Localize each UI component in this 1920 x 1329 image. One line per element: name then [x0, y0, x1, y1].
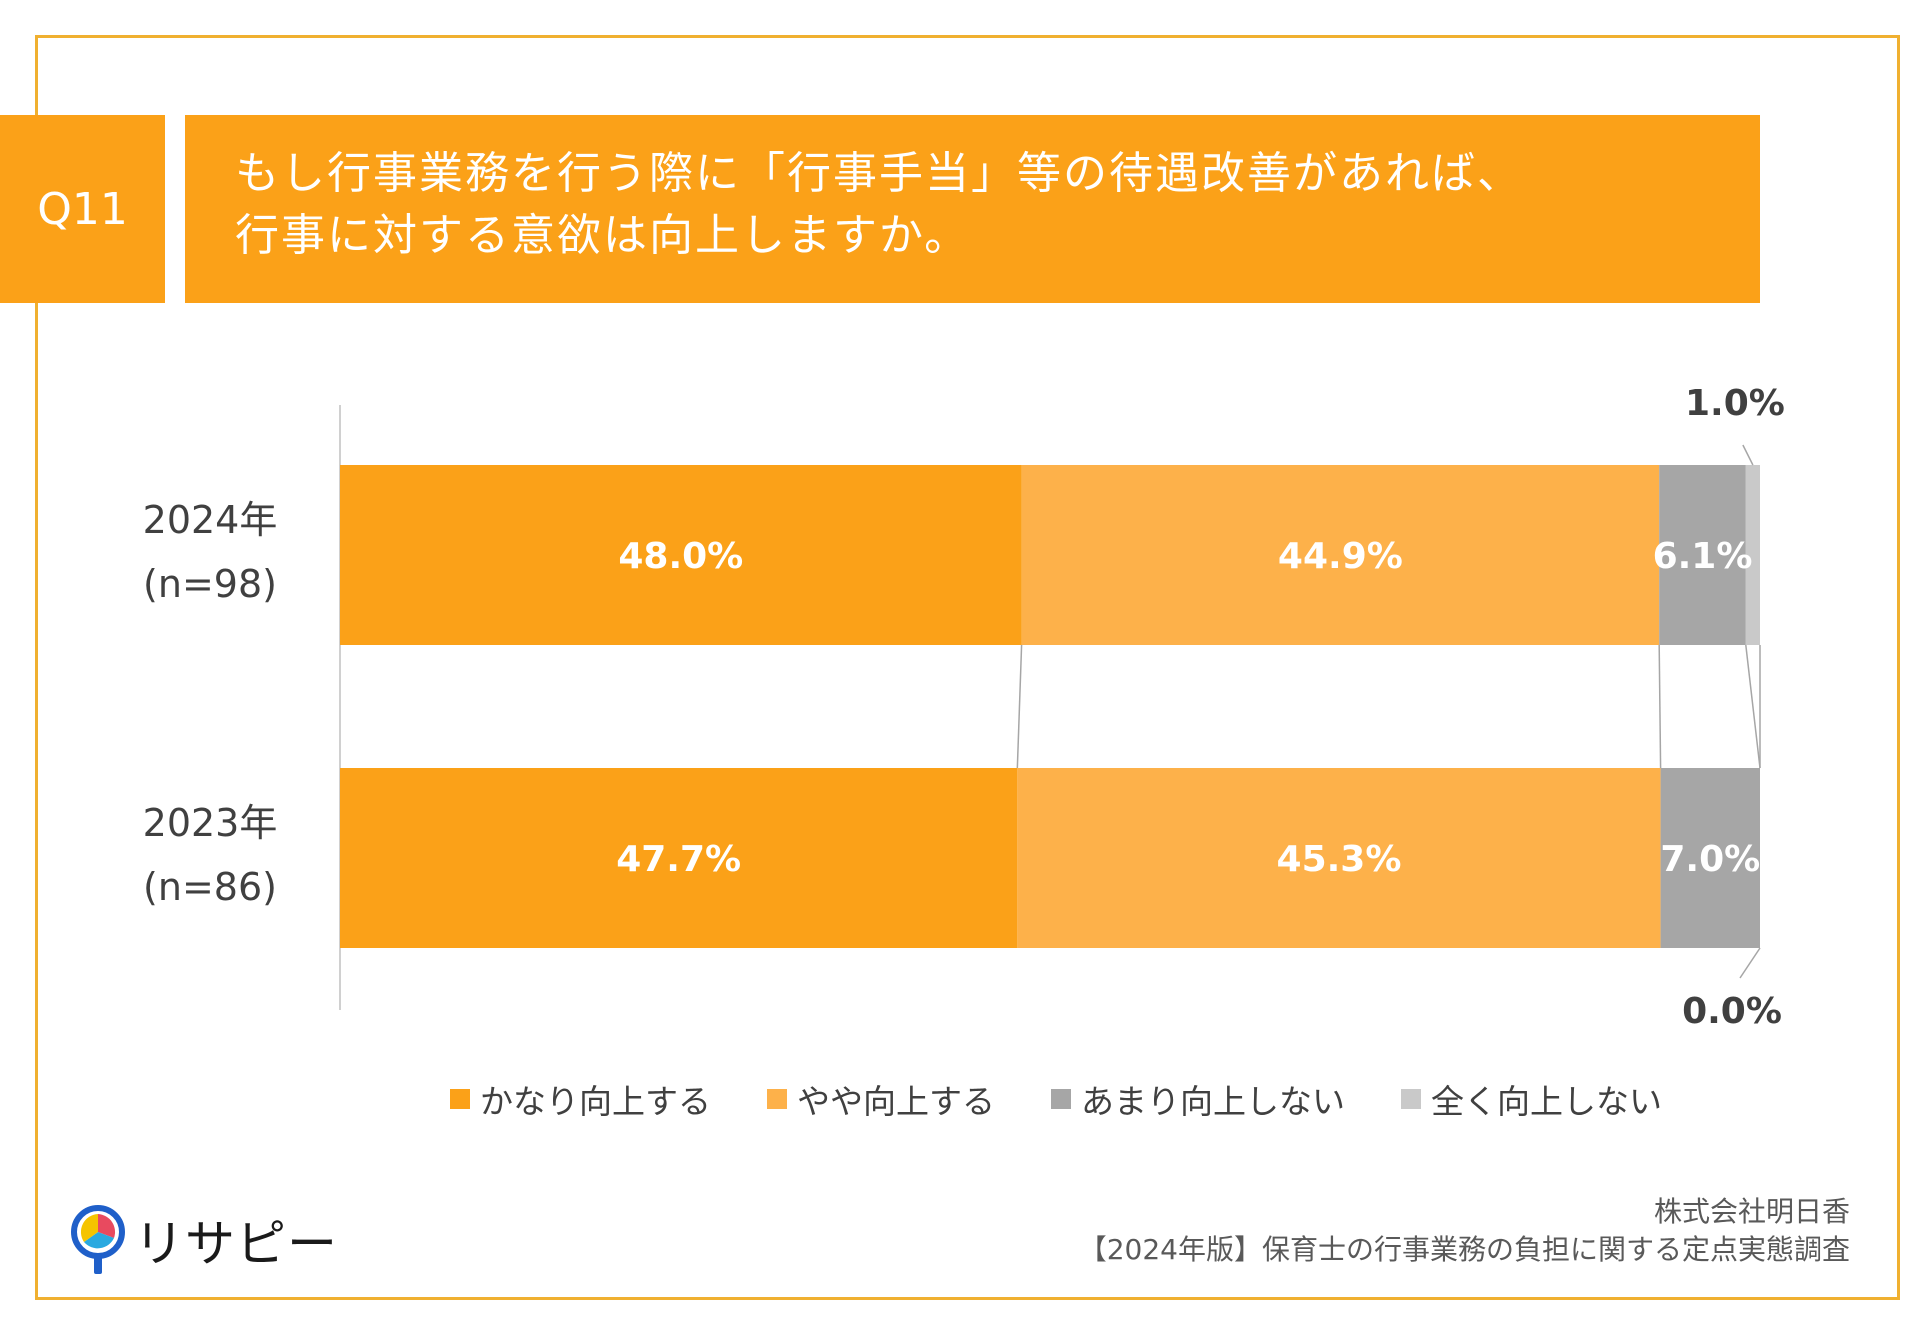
data-label-0-3: 1.0% — [1685, 383, 1785, 424]
bar-segment-0-2 — [1659, 465, 1746, 645]
series-connector-line-2 — [1658, 644, 1662, 769]
pin-logo-icon — [71, 1205, 125, 1274]
bar-segment-0-0 — [340, 465, 1022, 645]
legend-label-yaya: やや向上する — [797, 1082, 995, 1121]
leader-line-0 — [1742, 444, 1754, 466]
legend-item-amari: あまり向上しない — [1051, 1075, 1345, 1123]
category-label-year-1: 2023年 — [143, 801, 278, 845]
bar-segment-0-3 — [1745, 465, 1760, 645]
legend-swatch-amari — [1051, 1089, 1071, 1109]
question-title-line-1: もし行事業務を行う際に「行事手当」等の待遇改善があれば、 — [235, 148, 1523, 199]
legend-swatch-yaya — [767, 1089, 787, 1109]
question-number-badge: Q11 — [0, 115, 165, 303]
stacked-bar-chart: 2024年 (n=98) 2023年 (n=86) 48.0% 44.9% 6.1% 1.0%… — [143, 383, 1785, 1032]
bar-segment-1-0 — [340, 768, 1018, 948]
data-label-1-2: 7.0% — [1660, 839, 1760, 880]
question-title-line-2: 行事に対する意欲は向上しますか。 — [235, 210, 971, 261]
source-company: 株式会社明日香 — [1653, 1195, 1850, 1228]
leader-line-1 — [1739, 947, 1761, 979]
legend-item-yaya: やや向上する — [767, 1075, 995, 1123]
legend-label-amari: あまり向上しない — [1081, 1082, 1345, 1121]
data-label-1-0: 47.7% — [616, 839, 741, 880]
category-label-n-0: (n=98) — [143, 562, 277, 606]
data-label-0-1: 44.9% — [1278, 536, 1403, 577]
bar-segment-0-1 — [1021, 465, 1660, 645]
bar-segment-1-2 — [1660, 768, 1760, 948]
legend-item-mattaku: 全く向上しない — [1401, 1075, 1662, 1123]
data-label-1-1: 45.3% — [1277, 839, 1402, 880]
legend-item-kanari: かなり向上する — [450, 1075, 711, 1123]
legend-swatch-mattaku — [1401, 1089, 1421, 1109]
category-label-n-1: (n=86) — [143, 865, 277, 909]
series-connector-line-1 — [1016, 644, 1023, 769]
data-label-1-3: 0.0% — [1682, 991, 1782, 1032]
source-credit: 株式会社明日香 【2024年版】保育士の行事業務の負担に関する定点実態調査 — [1079, 1193, 1850, 1269]
legend-label-kanari: かなり向上する — [480, 1082, 711, 1121]
source-survey-title: 【2024年版】保育士の行事業務の負担に関する定点実態調査 — [1078, 1233, 1850, 1266]
chart-frame — [35, 35, 1900, 1300]
data-label-0-0: 48.0% — [618, 536, 743, 577]
question-number: Q11 — [37, 183, 128, 235]
bar-segment-1-1 — [1017, 768, 1661, 948]
question-title: もし行事業務を行う際に「行事手当」等の待遇改善があれば、 行事に対する意欲は向上… — [185, 115, 1760, 303]
legend-swatch-kanari — [450, 1089, 470, 1109]
chart-legend: かなり向上する やや向上する あまり向上しない 全く向上しない — [450, 1075, 1662, 1123]
category-label-year-0: 2024年 — [143, 498, 278, 542]
brand-logo-text: リサピー — [134, 1215, 338, 1273]
data-label-0-2: 6.1% — [1653, 536, 1753, 577]
legend-label-mattaku: 全く向上しない — [1431, 1082, 1662, 1121]
series-connector-line-3 — [1745, 644, 1761, 769]
brand-logo: リサピー — [70, 1200, 338, 1280]
